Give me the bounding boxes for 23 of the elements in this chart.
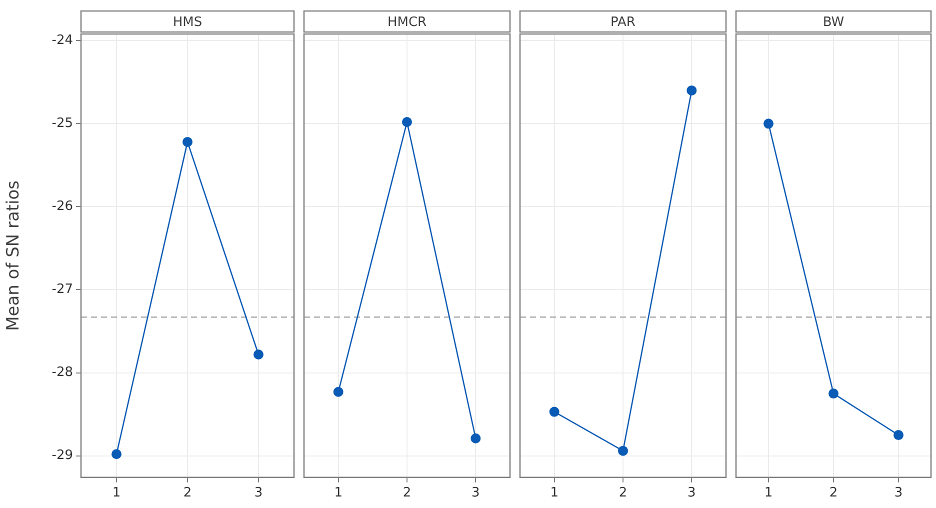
x-tick-label: 3 <box>688 486 696 501</box>
y-axis-title: Mean of SN ratios <box>4 180 24 331</box>
y-tick-label: -29 <box>52 448 73 464</box>
chart-title: PAR <box>610 14 636 30</box>
y-tick-label: -28 <box>52 365 73 380</box>
x-tick-label: 3 <box>472 486 480 501</box>
x-tick-label: 2 <box>183 486 192 501</box>
x-tick-label: 2 <box>829 486 838 501</box>
y-tick-label: -25 <box>52 116 73 132</box>
x-tick-label: 3 <box>894 486 903 501</box>
y-tick-label: -27 <box>52 282 73 298</box>
x-tick-label: 1 <box>334 486 342 501</box>
x-tick-label: 1 <box>550 486 558 501</box>
y-tick-label: -24 <box>52 33 73 48</box>
chart-title: HMS <box>172 14 202 30</box>
x-tick-label: 1 <box>764 486 773 501</box>
x-tick-label: 3 <box>254 486 263 501</box>
x-tick-label: 2 <box>402 486 412 501</box>
chart-title: HMCR <box>387 14 427 30</box>
x-tick-label: 1 <box>112 486 121 501</box>
y-tick-label: -26 <box>52 199 73 214</box>
chart-title: BW <box>822 14 844 30</box>
x-tick-label: 2 <box>618 486 628 501</box>
